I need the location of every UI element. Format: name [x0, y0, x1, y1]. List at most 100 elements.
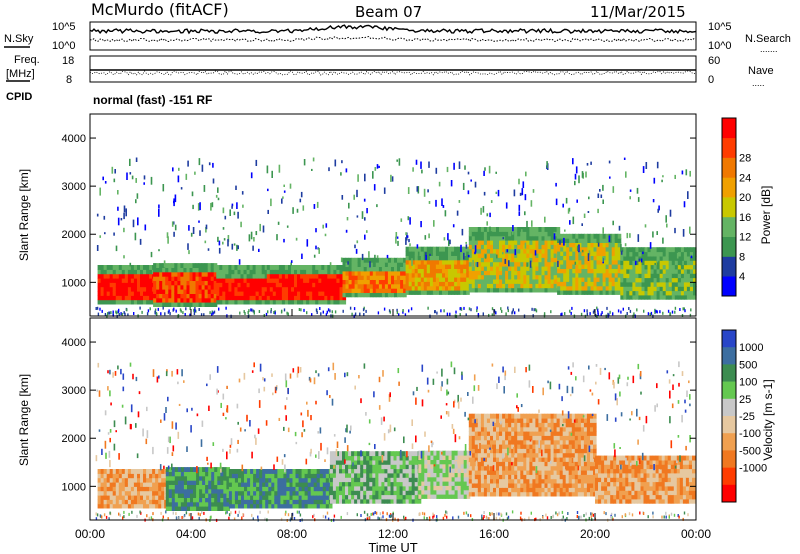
scatter-cell: [442, 268, 446, 274]
scatter-cell: [599, 255, 604, 261]
scatter-cell: [115, 299, 120, 305]
scatter-cell: [213, 263, 218, 268]
scatter-cell: [384, 494, 388, 500]
scatter-cell: [336, 295, 340, 301]
scatter-cell: [447, 233, 449, 241]
scatter-cell: [220, 475, 224, 481]
scatter-cell: [112, 313, 114, 317]
scatter-cell: [342, 468, 346, 474]
scatter-cell: [644, 294, 649, 300]
scatter-cell: [327, 299, 331, 305]
scatter-cell: [520, 478, 524, 484]
scatter-cell: [511, 248, 515, 254]
scatter-cell: [683, 255, 688, 261]
scatter-cell: [677, 255, 682, 261]
scatter-cell: [576, 199, 578, 203]
scatter-cell: [642, 166, 645, 173]
scatter-cell: [662, 260, 667, 266]
scatter-cell: [439, 455, 444, 460]
scatter-cell: [278, 299, 283, 305]
scatter-cell: [483, 266, 488, 271]
scatter-cell: [605, 285, 610, 291]
scatter-cell: [100, 482, 105, 487]
scatter-cell: [569, 290, 573, 295]
scatter-cell: [306, 299, 310, 305]
scatter-cell: [357, 270, 362, 276]
scatter-cell: [574, 261, 577, 265]
scatter-cell: [310, 486, 315, 492]
scatter-cell: [366, 498, 370, 504]
scatter-cell: [137, 503, 141, 509]
scatter-cell: [217, 197, 220, 201]
scatter-cell: [658, 205, 660, 211]
scatter-cell: [550, 426, 555, 432]
scatter-cell: [564, 229, 566, 232]
scatter-cell: [490, 231, 493, 234]
scatter-cell: [158, 495, 162, 500]
scatter-cell: [433, 481, 437, 486]
scatter-cell: [571, 474, 576, 480]
scatter-cell: [208, 497, 212, 503]
scatter-cell: [408, 490, 413, 496]
scatter-cell: [466, 472, 471, 478]
scatter-cell: [264, 269, 269, 275]
scatter-cell: [378, 481, 382, 487]
scatter-cell: [345, 257, 350, 263]
scatter-cell: [319, 486, 324, 492]
scatter-cell: [436, 472, 440, 478]
scatter-cell: [190, 475, 194, 481]
scatter-cell: [258, 310, 261, 313]
scatter-cell: [158, 482, 162, 487]
scatter-cell: [523, 283, 527, 289]
scatter-cell: [411, 451, 416, 457]
scatter-cell: [121, 299, 126, 305]
scatter-cell: [189, 302, 194, 307]
scatter-cell: [508, 240, 512, 245]
scatter-cell: [375, 292, 380, 298]
scatter-cell: [342, 459, 346, 465]
scatter-cell: [222, 269, 226, 275]
scatter-cell: [115, 469, 120, 474]
scatter-cell: [668, 273, 673, 279]
scatter-cell: [207, 271, 212, 277]
scatter-cell: [424, 476, 428, 482]
scatter-cell: [466, 259, 470, 265]
scatter-cell: [495, 311, 497, 315]
scatter-cell: [378, 275, 383, 280]
scatter-cell: [424, 481, 428, 486]
scatter-cell: [426, 259, 431, 265]
scatter-cell: [629, 247, 633, 253]
scatter-cell: [496, 283, 500, 289]
scatter-cell: [468, 235, 473, 241]
scatter-cell: [578, 281, 582, 287]
scatter-cell: [605, 255, 610, 261]
scatter-cell: [223, 467, 227, 472]
scatter-cell: [574, 431, 579, 436]
scatter-cell: [471, 483, 476, 488]
scatter-cell: [198, 263, 203, 268]
scatter-cell: [541, 452, 546, 458]
scatter-cell: [237, 245, 239, 250]
scatter-cell: [363, 455, 367, 461]
scatter-cell: [550, 279, 555, 284]
scatter-cell: [557, 285, 561, 291]
scatter-cell: [394, 262, 398, 267]
scatter-cell: [569, 255, 573, 261]
scatter-cell: [112, 495, 117, 500]
scatter-cell: [384, 490, 388, 496]
scatter-cell: [445, 489, 450, 495]
scatter-cell: [187, 506, 191, 511]
scatter-cell: [109, 503, 114, 509]
scatter-cell: [596, 268, 601, 274]
scatter-cell: [429, 272, 434, 278]
scatter-cell: [480, 235, 485, 241]
scatter-cell: [477, 274, 482, 280]
scatter-cell: [289, 486, 294, 492]
scatter-cell: [502, 418, 506, 423]
scatter-cell: [668, 286, 673, 292]
scatter-cell: [402, 472, 407, 478]
scatter-cell: [284, 282, 289, 288]
scatter-cell: [130, 282, 135, 288]
scatter-cell: [505, 465, 509, 471]
scatter-cell: [493, 457, 497, 462]
